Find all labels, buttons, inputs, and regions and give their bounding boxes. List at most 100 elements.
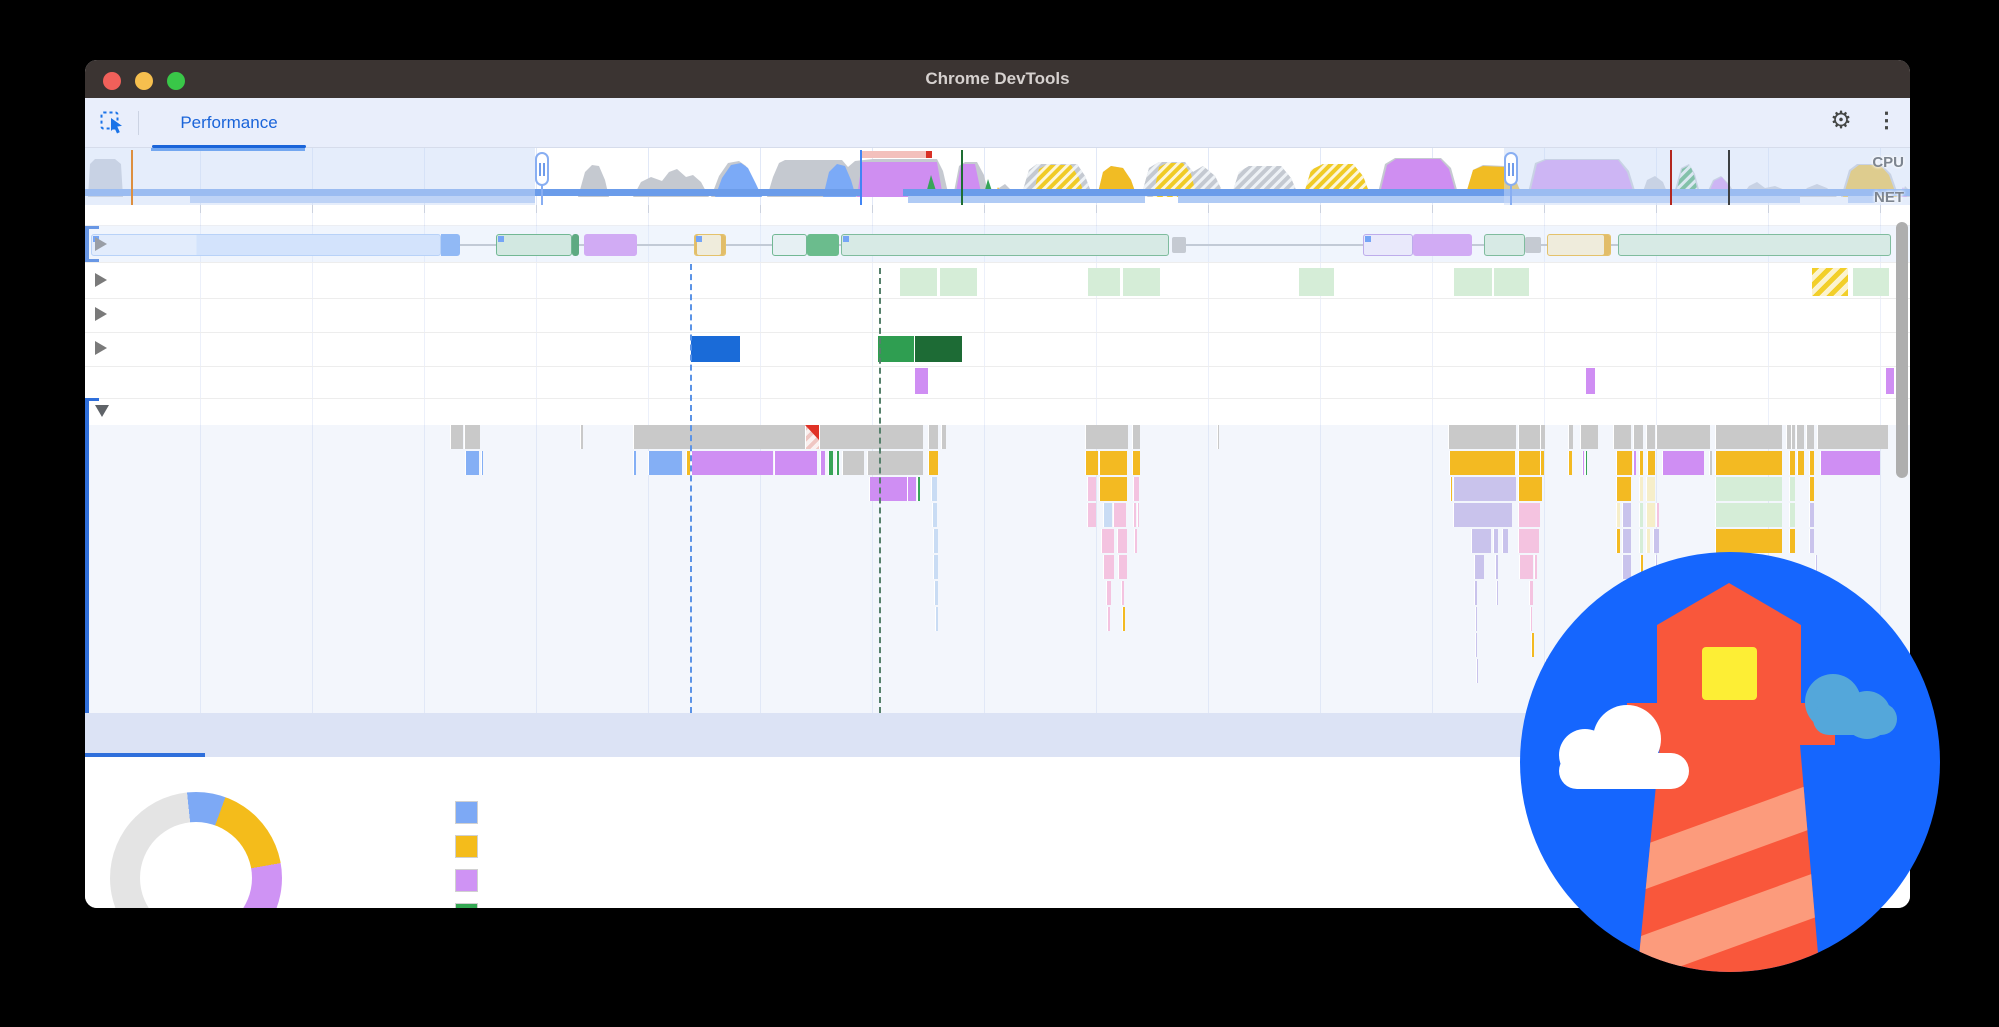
maximize-button[interactable] bbox=[167, 72, 185, 90]
flame-bar[interactable] bbox=[941, 425, 946, 449]
flame-bar[interactable] bbox=[1646, 529, 1650, 553]
flame-bar[interactable] bbox=[1585, 451, 1587, 475]
flame-bar[interactable] bbox=[1616, 503, 1620, 527]
flame-bar[interactable] bbox=[1107, 607, 1110, 631]
flame-bar[interactable] bbox=[1653, 529, 1659, 553]
flame-bar[interactable] bbox=[1085, 451, 1098, 475]
rasterizer-block[interactable] bbox=[1494, 268, 1529, 296]
flame-bar[interactable] bbox=[1613, 425, 1631, 449]
flame-bar[interactable] bbox=[1715, 451, 1782, 475]
flame-bar[interactable] bbox=[1622, 529, 1631, 553]
flame-bar[interactable] bbox=[934, 581, 938, 605]
flame-bar[interactable] bbox=[1132, 425, 1140, 449]
title-bar[interactable]: Chrome DevTools bbox=[85, 60, 1910, 98]
flame-bar[interactable] bbox=[1493, 529, 1498, 553]
network-request[interactable] bbox=[726, 244, 772, 246]
rasterizer-block[interactable] bbox=[1853, 268, 1889, 296]
flame-bar[interactable] bbox=[1113, 503, 1126, 527]
network-request[interactable] bbox=[1547, 234, 1611, 256]
flame-bar[interactable] bbox=[1789, 529, 1795, 553]
flame-bar[interactable] bbox=[1518, 529, 1539, 553]
flame-bar[interactable] bbox=[1087, 503, 1096, 527]
flame-bar[interactable] bbox=[1133, 503, 1136, 527]
flame-bar[interactable] bbox=[1087, 477, 1096, 501]
flame-bar[interactable] bbox=[1453, 477, 1516, 501]
flame-bar[interactable] bbox=[1786, 425, 1791, 449]
timeline-ruler[interactable] bbox=[85, 205, 1910, 226]
flame-bar[interactable] bbox=[1530, 607, 1532, 631]
inspect-icon[interactable] bbox=[99, 110, 125, 136]
flame-bar[interactable] bbox=[1132, 451, 1140, 475]
flame-bar[interactable] bbox=[1540, 425, 1545, 449]
flame-bar[interactable] bbox=[1791, 425, 1795, 449]
flame-bar[interactable] bbox=[1518, 451, 1543, 475]
flame-bar[interactable] bbox=[869, 477, 907, 501]
flame-bar[interactable] bbox=[1646, 477, 1655, 501]
network-request[interactable] bbox=[841, 234, 1169, 256]
network-request[interactable] bbox=[441, 234, 460, 256]
flame-bar[interactable] bbox=[633, 451, 636, 475]
flame-bar[interactable] bbox=[1502, 529, 1508, 553]
network-request[interactable] bbox=[1541, 244, 1547, 246]
rasterizer-block[interactable] bbox=[1123, 268, 1160, 296]
flame-bar[interactable] bbox=[1715, 477, 1782, 501]
flame-bar[interactable] bbox=[931, 477, 937, 501]
network-request[interactable] bbox=[1618, 234, 1891, 256]
flame-bar[interactable] bbox=[1101, 529, 1114, 553]
track-expand-arrow[interactable] bbox=[95, 341, 107, 355]
flame-bar[interactable] bbox=[1495, 555, 1498, 579]
flame-bar[interactable] bbox=[1639, 503, 1643, 527]
network-request[interactable] bbox=[1186, 244, 1363, 246]
flame-bar[interactable] bbox=[1450, 477, 1452, 501]
flame-bar[interactable] bbox=[1640, 555, 1643, 579]
flame-bar[interactable] bbox=[1103, 555, 1114, 579]
flame-bar[interactable] bbox=[633, 425, 805, 449]
rasterizer-block[interactable] bbox=[1454, 268, 1492, 296]
flame-bar[interactable] bbox=[928, 451, 938, 475]
flame-bar[interactable] bbox=[1534, 555, 1537, 579]
rasterizer-block[interactable] bbox=[900, 268, 937, 296]
flame-bar[interactable] bbox=[1616, 477, 1631, 501]
flame-bar[interactable] bbox=[828, 451, 833, 475]
flame-bar[interactable] bbox=[1518, 477, 1542, 501]
network-request[interactable] bbox=[579, 244, 584, 246]
flame-bar[interactable] bbox=[1471, 529, 1491, 553]
flame-bar[interactable] bbox=[691, 451, 773, 475]
flame-bar[interactable] bbox=[917, 477, 920, 501]
track-expand-arrow[interactable] bbox=[95, 237, 107, 251]
flame-bar[interactable] bbox=[867, 451, 923, 475]
flame-bar[interactable] bbox=[1103, 503, 1112, 527]
flame-bar[interactable] bbox=[481, 451, 483, 475]
flame-bar[interactable] bbox=[1817, 425, 1888, 449]
flame-bar[interactable] bbox=[1518, 425, 1544, 449]
track-collapse-arrow[interactable] bbox=[95, 405, 109, 417]
tab-performance[interactable]: Performance bbox=[180, 113, 278, 132]
gpu-task-bar[interactable] bbox=[878, 336, 914, 362]
flame-bar[interactable] bbox=[1474, 581, 1477, 605]
flame-chart[interactable] bbox=[85, 425, 1910, 713]
settings-gear-icon[interactable]: ⚙ bbox=[1830, 107, 1852, 134]
flame-bar[interactable] bbox=[1133, 477, 1139, 501]
flame-bar[interactable] bbox=[580, 425, 583, 449]
network-request[interactable] bbox=[637, 244, 694, 246]
flame-bar[interactable] bbox=[1580, 425, 1598, 449]
vertical-scrollbar[interactable] bbox=[1896, 222, 1908, 478]
flame-bar[interactable] bbox=[928, 425, 938, 449]
network-request[interactable] bbox=[772, 234, 807, 256]
flame-bar[interactable] bbox=[820, 451, 825, 475]
flame-bar[interactable] bbox=[1820, 451, 1880, 475]
flame-bar[interactable] bbox=[1715, 503, 1782, 527]
thread-task-bar[interactable] bbox=[1586, 368, 1595, 394]
more-options-icon[interactable]: ⋮ bbox=[1876, 109, 1897, 132]
flame-bar[interactable] bbox=[464, 425, 480, 449]
flame-bar[interactable] bbox=[819, 425, 923, 449]
flame-bar[interactable] bbox=[1796, 425, 1804, 449]
flame-bar[interactable] bbox=[1476, 659, 1478, 683]
flame-bar[interactable] bbox=[1639, 477, 1643, 501]
flame-bar[interactable] bbox=[1789, 477, 1795, 501]
flame-bar[interactable] bbox=[1646, 425, 1655, 449]
gpu-task-bar[interactable] bbox=[915, 336, 962, 362]
network-request[interactable] bbox=[572, 234, 579, 256]
flame-bar[interactable] bbox=[836, 451, 839, 475]
flame-bar[interactable] bbox=[1496, 581, 1498, 605]
